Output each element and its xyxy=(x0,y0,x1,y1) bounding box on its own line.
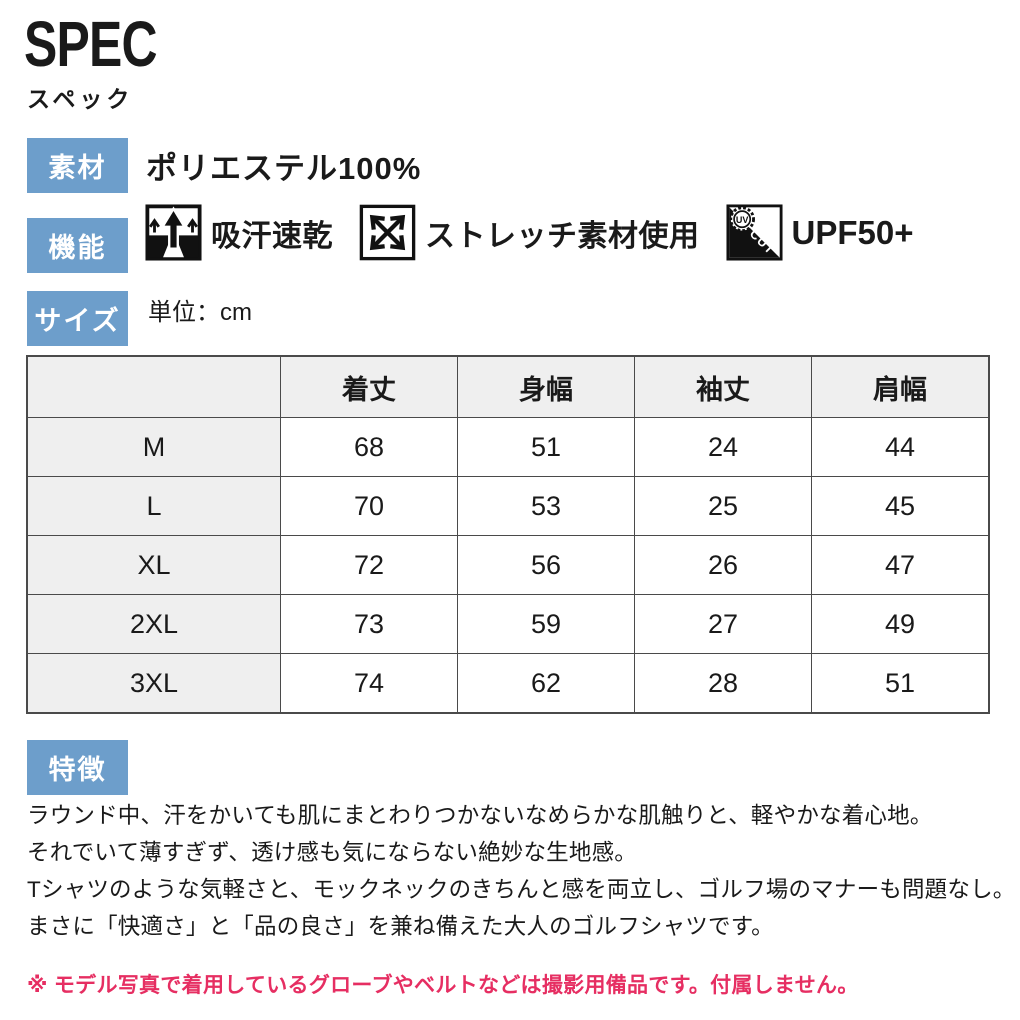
header-cell-empty xyxy=(26,355,281,418)
features-line: それでいて薄すぎず、透け感も気にならない絶妙な生地感。 xyxy=(27,840,637,865)
uv-cut-icon: UV CUT xyxy=(725,204,783,261)
features-description: ラウンド中、汗をかいても肌にまとわりつかないなめらかな肌触りと、軽やかな着心地。… xyxy=(27,797,1015,945)
value-cell: 56 xyxy=(457,535,635,595)
value-cell: 44 xyxy=(811,417,990,477)
value-cell: 68 xyxy=(280,417,458,477)
material-section-label: 素材 xyxy=(27,138,128,193)
feature-stretch: ストレッチ素材使用 xyxy=(359,204,700,261)
header-cell: 身幅 xyxy=(457,355,635,418)
function-section-label: 機能 xyxy=(27,218,128,273)
features-line: Tシャツのような気軽さと、モックネックのきちんと感を両立し、ゴルフ場のマナーも問… xyxy=(27,877,1016,902)
uv-badge-text: UV xyxy=(735,215,748,225)
header-cell: 着丈 xyxy=(280,355,458,418)
stretch-icon xyxy=(359,204,416,261)
value-cell: 24 xyxy=(634,417,812,477)
size-cell: 3XL xyxy=(26,653,281,714)
value-cell: 47 xyxy=(811,535,990,595)
value-cell: 62 xyxy=(457,653,635,714)
features-section-label: 特徴 xyxy=(27,740,128,795)
value-cell: 73 xyxy=(280,594,458,654)
function-feature-row: 吸汗速乾 ストレッチ素材使用 xyxy=(145,204,913,261)
feature-sweat-wicking: 吸汗速乾 xyxy=(145,204,333,261)
value-cell: 49 xyxy=(811,594,990,654)
feature-label: ストレッチ素材使用 xyxy=(425,219,700,253)
value-cell: 59 xyxy=(457,594,635,654)
size-table: 着丈 身幅 袖丈 肩幅 M 68 51 24 44 L 70 53 25 45 … xyxy=(26,355,990,714)
feature-label: 吸汗速乾 xyxy=(211,219,333,253)
model-photo-footnote: ※ モデル写真で着用しているグローブやベルトなどは撮影用備品です。付属しません。 xyxy=(27,974,859,997)
value-cell: 27 xyxy=(634,594,812,654)
unit-note: 単位：cm xyxy=(148,299,252,326)
features-line: まさに「快適さ」と「品の良さ」を兼ね備えた大人のゴルフシャツです。 xyxy=(27,914,774,939)
feature-label: UPF50+ xyxy=(791,213,914,251)
value-cell: 70 xyxy=(280,476,458,536)
value-cell: 72 xyxy=(280,535,458,595)
header-cell: 肩幅 xyxy=(811,355,990,418)
size-cell: L xyxy=(26,476,281,536)
table-row: XL 72 56 26 47 xyxy=(26,535,990,595)
table-row: 2XL 73 59 27 49 xyxy=(26,594,990,654)
table-row: 3XL 74 62 28 51 xyxy=(26,653,990,714)
features-line: ラウンド中、汗をかいても肌にまとわりつかないなめらかな肌触りと、軽やかな着心地。 xyxy=(27,803,933,828)
size-cell: XL xyxy=(26,535,281,595)
value-cell: 51 xyxy=(457,417,635,477)
value-cell: 26 xyxy=(634,535,812,595)
table-row: L 70 53 25 45 xyxy=(26,476,990,536)
page-subtitle: スペック xyxy=(27,86,134,112)
value-cell: 74 xyxy=(280,653,458,714)
size-section-label: サイズ xyxy=(27,291,128,346)
sweat-wicking-icon xyxy=(145,204,202,261)
material-value: ポリエステル100% xyxy=(146,151,422,186)
table-row: M 68 51 24 44 xyxy=(26,417,990,477)
value-cell: 53 xyxy=(457,476,635,536)
feature-uv-cut: UV CUT UPF50+ xyxy=(725,204,914,261)
size-cell: M xyxy=(26,417,281,477)
value-cell: 25 xyxy=(634,476,812,536)
value-cell: 45 xyxy=(811,476,990,536)
value-cell: 51 xyxy=(811,653,990,714)
page-title: SPEC xyxy=(24,8,158,80)
size-table-header-row: 着丈 身幅 袖丈 肩幅 xyxy=(26,355,990,418)
size-cell: 2XL xyxy=(26,594,281,654)
header-cell: 袖丈 xyxy=(634,355,812,418)
value-cell: 28 xyxy=(634,653,812,714)
